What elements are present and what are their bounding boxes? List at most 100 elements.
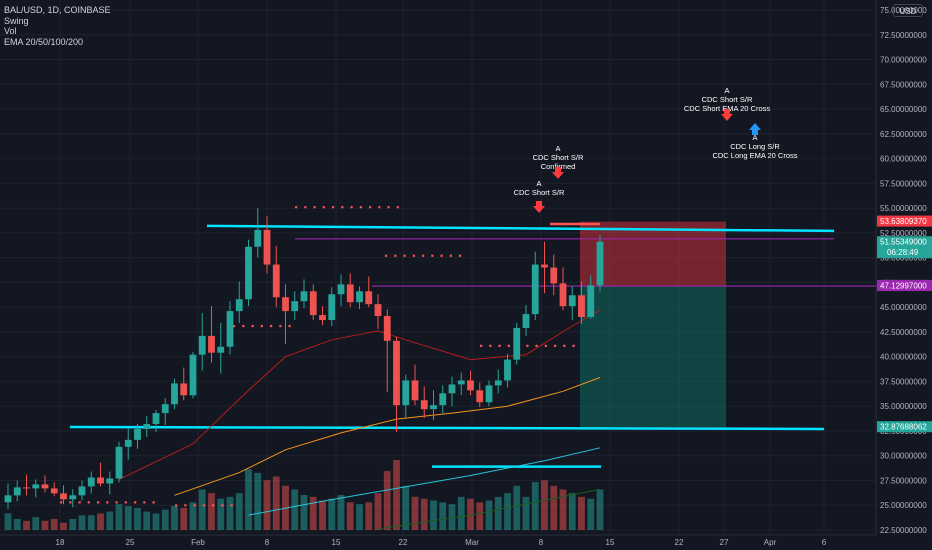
annotation-text: Confirmed xyxy=(541,162,576,171)
candle-body xyxy=(300,291,308,302)
candle-body xyxy=(485,385,493,403)
swing-dot xyxy=(412,254,415,257)
candle-body xyxy=(291,301,299,312)
annotation-text: CDC Short EMA 20 Cross xyxy=(684,104,771,113)
swing-dot xyxy=(115,501,118,504)
candle-body xyxy=(513,327,521,360)
time-tick-label: 25 xyxy=(126,538,135,547)
price-tick-label: 57.50000000 xyxy=(880,179,927,188)
volume-bar xyxy=(143,511,151,530)
price-axis[interactable]: 75.00000000 72.50000000 70.00000000 67.5000… xyxy=(875,0,927,535)
swing-dot xyxy=(431,254,434,257)
candle-body xyxy=(13,487,21,496)
candle-body xyxy=(337,284,345,295)
candle-body xyxy=(328,294,336,321)
volume-bar xyxy=(568,493,576,530)
price-tick-label: 65.00000000 xyxy=(880,105,927,114)
volume-bar xyxy=(217,498,225,530)
candle-body xyxy=(189,354,197,396)
candle-body xyxy=(198,335,206,355)
swing-dot xyxy=(97,501,100,504)
volume-bar xyxy=(245,469,252,530)
volume-bar xyxy=(319,500,326,530)
swing-dot xyxy=(313,206,316,209)
volume-bar xyxy=(226,496,234,530)
countdown-label: 06:28:49 xyxy=(887,248,919,257)
swing-dot xyxy=(422,254,425,257)
price-tick-label: 22.50000000 xyxy=(880,526,927,535)
volume-bar xyxy=(152,513,160,530)
volume-bar xyxy=(578,496,585,530)
indicator-ema[interactable]: EMA 20/50/100/200 xyxy=(4,36,84,47)
swing-dot xyxy=(526,344,529,347)
swing-dot xyxy=(359,206,362,209)
candle-body xyxy=(235,299,243,312)
ema-line xyxy=(248,447,601,516)
volume-bar xyxy=(559,489,567,530)
swing-dot xyxy=(212,504,215,507)
candle-body xyxy=(457,380,465,385)
candle-body xyxy=(97,477,104,484)
volume-bar xyxy=(309,496,317,530)
price-tick-label: 30.00000000 xyxy=(880,452,927,461)
support-line xyxy=(69,425,825,431)
grid-lines xyxy=(0,0,876,536)
candle-body xyxy=(106,478,114,484)
swing-dot xyxy=(193,504,196,507)
price-tick-label: 35.00000000 xyxy=(880,402,927,411)
volume-bar xyxy=(189,502,197,530)
annotation-text: CDC Short S/R xyxy=(702,95,753,104)
swing-dot xyxy=(535,344,538,347)
swing-dot xyxy=(78,501,81,504)
volume-bar xyxy=(106,511,114,530)
volume-bar xyxy=(485,500,493,530)
price-tick-label: 52.50000000 xyxy=(880,229,927,238)
volume-bar xyxy=(393,460,400,530)
swing-dot xyxy=(563,344,566,347)
volume-bars xyxy=(4,460,604,530)
chart-legend: BAL/USD, 1D, COINBASE Swing Vol EMA 20/5… xyxy=(4,5,111,47)
annotation-text: CDC Short S/R xyxy=(514,188,565,197)
swing-dot xyxy=(175,504,178,507)
candle-body xyxy=(4,495,12,503)
annotation-text: CDC Short S/R xyxy=(533,153,584,162)
indicator-volume[interactable]: Vol xyxy=(4,26,17,36)
volume-bar xyxy=(161,509,169,530)
ema-line xyxy=(377,488,601,530)
volume-bar xyxy=(439,502,447,530)
annotation-text: A xyxy=(555,144,560,153)
price-tick-label: 45.00000000 xyxy=(880,303,927,312)
indicator-swing[interactable]: Swing xyxy=(4,15,29,26)
volume-bar xyxy=(476,502,484,530)
candle-body xyxy=(430,405,437,410)
candle-body xyxy=(161,404,169,414)
candle-body xyxy=(208,335,215,353)
short-signal-arrow-icon xyxy=(721,109,733,121)
candle-body xyxy=(152,413,160,425)
time-axis[interactable]: 18 25 Feb 8 15 22 Mar 8 15 22 27 Apr 6 xyxy=(56,538,827,547)
swing-dot xyxy=(387,206,390,209)
swing-dot xyxy=(69,501,72,504)
currency-button[interactable]: USD xyxy=(893,4,923,17)
volume-bar xyxy=(97,513,104,530)
candle-body xyxy=(365,291,373,305)
volume-bar xyxy=(383,471,391,530)
swing-dot xyxy=(60,501,63,504)
ema-line xyxy=(118,309,601,480)
swing-dot xyxy=(134,501,137,504)
swing-dot xyxy=(544,344,547,347)
candles xyxy=(4,208,604,510)
swing-dot xyxy=(396,206,399,209)
volume-bar xyxy=(208,493,215,530)
swing-dot xyxy=(242,324,245,328)
symbol-title[interactable]: BAL/USD, 1D, COINBASE xyxy=(4,5,111,15)
candle-body xyxy=(115,446,123,479)
swing-dot xyxy=(440,254,443,257)
volume-bar xyxy=(356,504,363,530)
candle-body xyxy=(402,380,410,406)
swing-dot xyxy=(270,324,273,328)
volume-bar xyxy=(87,515,95,530)
take-profit-zone xyxy=(580,286,726,428)
swing-dot xyxy=(394,254,397,257)
